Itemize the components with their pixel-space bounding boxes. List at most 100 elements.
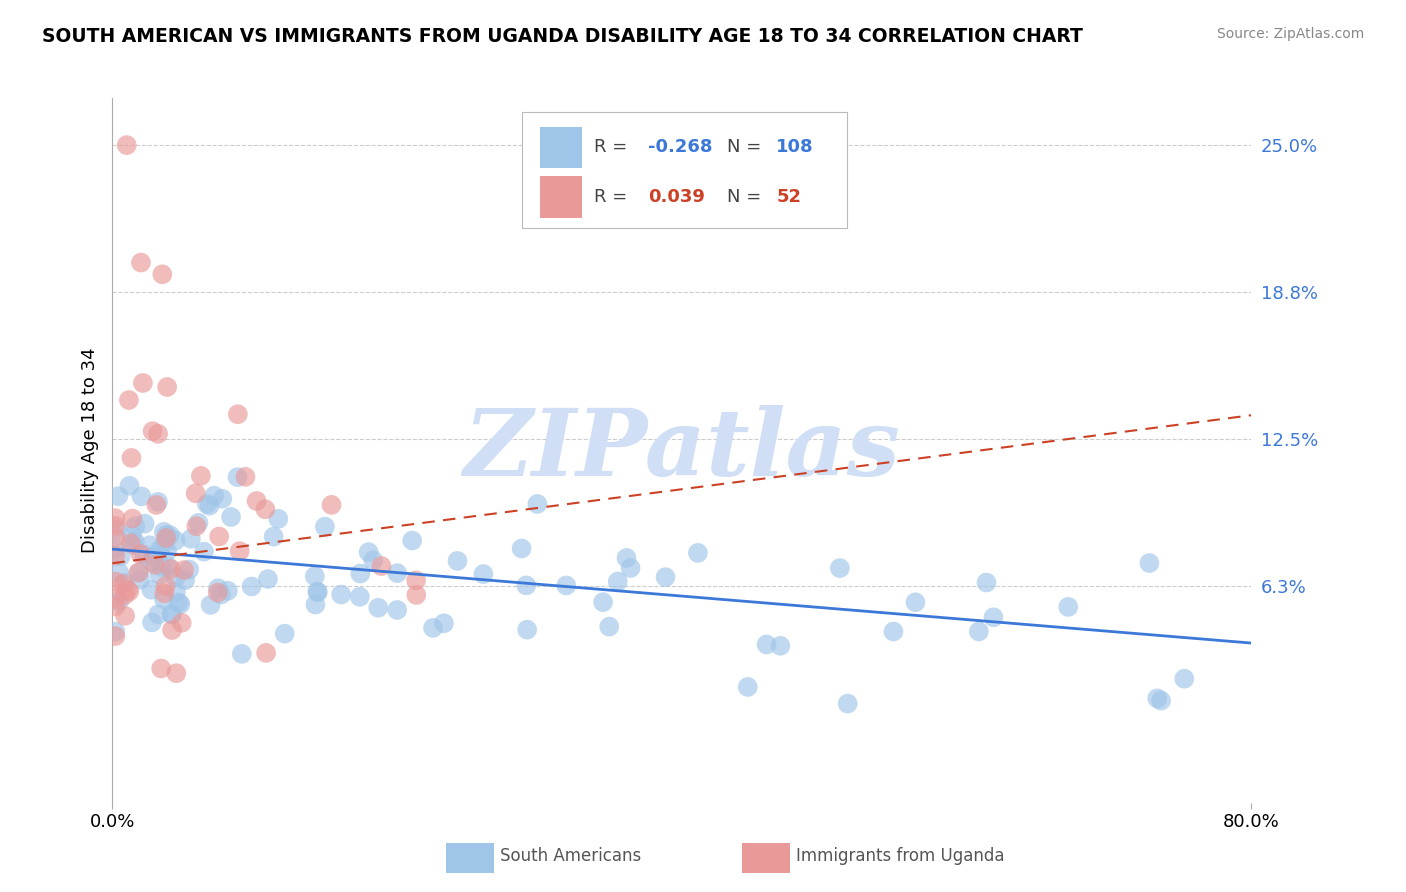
FancyBboxPatch shape: [523, 112, 846, 228]
Text: ZIPatlas: ZIPatlas: [464, 406, 900, 495]
Point: [148, 567, 170, 582]
Text: -0.268: -0.268: [648, 138, 713, 156]
Point: [510, 541, 533, 556]
Point: [108, 566, 131, 580]
Point: [153, 586, 176, 600]
Point: [169, 597, 191, 611]
Point: [357, 545, 380, 559]
Point: [114, 588, 136, 602]
Point: [160, 607, 183, 622]
Point: [198, 499, 221, 513]
Point: [150, 560, 173, 574]
Point: [132, 376, 155, 390]
Point: [837, 697, 859, 711]
Point: [385, 603, 409, 617]
Point: [307, 585, 329, 599]
Point: [526, 497, 548, 511]
Point: [217, 583, 239, 598]
Point: [976, 575, 998, 590]
Point: [173, 563, 195, 577]
Point: [155, 528, 177, 542]
Point: [190, 468, 212, 483]
Text: R =: R =: [595, 188, 633, 206]
Point: [120, 536, 142, 550]
Text: R =: R =: [595, 138, 633, 156]
Y-axis label: Disability Age 18 to 34: Disability Age 18 to 34: [80, 348, 98, 553]
Point: [122, 538, 145, 552]
Point: [314, 519, 336, 533]
Point: [115, 138, 138, 153]
Point: [148, 607, 170, 622]
Point: [104, 519, 127, 533]
Point: [472, 567, 495, 582]
Point: [127, 566, 149, 580]
Point: [141, 555, 163, 569]
Point: [254, 502, 277, 516]
Point: [104, 574, 127, 589]
Point: [349, 590, 371, 604]
Point: [307, 584, 329, 599]
Point: [226, 470, 249, 484]
Point: [108, 594, 131, 608]
Point: [155, 531, 177, 545]
Point: [159, 528, 181, 542]
Point: [263, 530, 285, 544]
Point: [134, 516, 156, 531]
Point: [235, 470, 257, 484]
Point: [141, 582, 163, 597]
Point: [104, 531, 127, 545]
Point: [274, 626, 297, 640]
Point: [160, 607, 183, 621]
Point: [619, 561, 641, 575]
Point: [1057, 599, 1080, 614]
Point: [167, 595, 190, 609]
Point: [142, 549, 165, 564]
Point: [755, 637, 778, 651]
Text: 108: 108: [776, 138, 814, 156]
Point: [606, 574, 628, 589]
Point: [146, 426, 169, 441]
Point: [118, 392, 141, 407]
Point: [304, 598, 326, 612]
Point: [143, 558, 166, 572]
Point: [129, 573, 152, 587]
Point: [118, 479, 141, 493]
Point: [370, 559, 392, 574]
Point: [184, 486, 207, 500]
Point: [160, 562, 183, 576]
Point: [104, 541, 127, 556]
Text: N =: N =: [727, 188, 768, 206]
Point: [156, 380, 179, 394]
FancyBboxPatch shape: [540, 176, 582, 218]
Point: [155, 579, 177, 593]
Point: [156, 559, 179, 574]
Point: [118, 584, 141, 599]
Point: [422, 621, 444, 635]
Point: [187, 516, 209, 530]
Point: [245, 494, 267, 508]
Point: [208, 529, 231, 543]
FancyBboxPatch shape: [446, 843, 494, 872]
Point: [174, 573, 197, 587]
Point: [226, 407, 249, 421]
Text: Immigrants from Uganda: Immigrants from Uganda: [796, 847, 1004, 864]
Point: [405, 574, 427, 588]
Point: [165, 666, 187, 681]
Point: [150, 268, 173, 282]
Point: [211, 491, 233, 506]
Text: Source: ZipAtlas.com: Source: ZipAtlas.com: [1216, 27, 1364, 41]
Point: [200, 598, 222, 612]
Point: [967, 624, 990, 639]
Point: [165, 533, 187, 548]
Point: [515, 578, 537, 592]
Point: [598, 619, 620, 633]
Point: [349, 566, 371, 581]
Point: [104, 511, 127, 525]
Point: [1146, 691, 1168, 706]
Point: [117, 582, 139, 597]
Point: [240, 579, 263, 593]
Point: [179, 562, 201, 576]
Point: [516, 623, 538, 637]
Text: 0.039: 0.039: [648, 188, 704, 206]
Point: [129, 547, 152, 561]
